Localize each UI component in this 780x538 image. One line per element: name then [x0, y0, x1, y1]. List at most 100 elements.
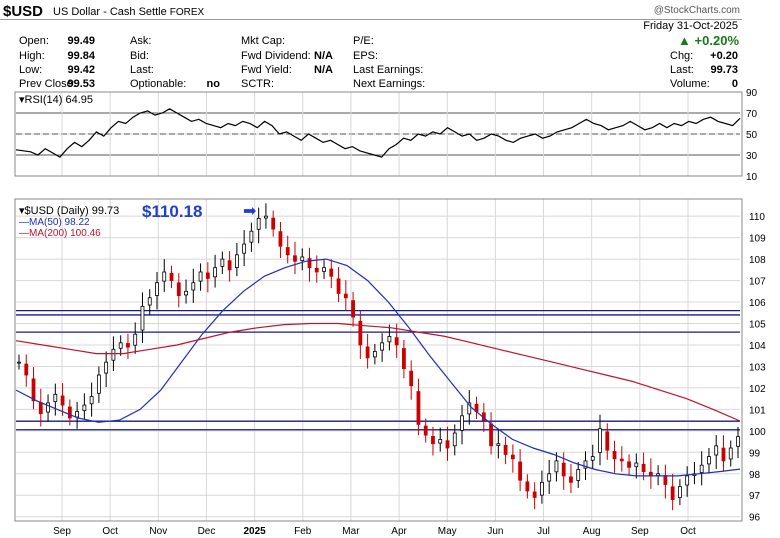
volume-value: 0 — [731, 78, 738, 90]
eps-label: EPS: — [353, 50, 379, 62]
ask-label: Ask: — [130, 35, 152, 47]
price-tick-label: 110 — [749, 212, 765, 223]
rsi-tick-label: 30 — [746, 151, 758, 162]
candle-body — [365, 346, 370, 359]
candle-body — [118, 342, 123, 349]
candle-body — [372, 351, 377, 358]
candle-body — [547, 473, 552, 482]
candle-body — [314, 267, 319, 273]
candle-body — [612, 451, 617, 460]
last2-value: 99.73 — [710, 64, 738, 76]
candle-body — [561, 462, 566, 477]
header-divider — [0, 19, 742, 20]
candle-body — [249, 230, 254, 243]
month-tick-label: Nov — [149, 526, 167, 537]
candle-body — [402, 348, 406, 369]
month-tick-label: 2025 — [243, 526, 266, 537]
price-tick-label: 104 — [749, 341, 766, 352]
exchange: FOREX — [169, 7, 205, 18]
candle-body — [133, 333, 138, 346]
ma50-legend: —MA(50) 98.22 — [19, 217, 90, 228]
month-tick-label: Feb — [294, 526, 312, 537]
instrument-name: US Dollar - Cash Settle FOREX — [53, 6, 204, 18]
bid-label: Bid: — [130, 50, 149, 62]
candle-body — [532, 491, 537, 498]
price-tick-label: 109 — [749, 234, 766, 245]
candle-body — [176, 282, 181, 296]
candle-body — [96, 374, 101, 394]
candle-body — [67, 406, 72, 419]
candle-body — [184, 290, 188, 296]
candle-body — [569, 476, 573, 483]
candle-body — [24, 363, 29, 376]
open-value: 99.49 — [67, 35, 95, 47]
fwd-dividend-value: N/A — [314, 50, 333, 62]
candle-body — [162, 271, 167, 282]
symbol: $USD — [3, 3, 44, 20]
mktcap-label: Mkt Cap: — [241, 35, 286, 47]
candle-body — [496, 443, 501, 446]
rsi-tick-label: 70 — [746, 109, 758, 120]
optionable-label: Optionable: — [130, 78, 187, 90]
ma50-line — [15, 258, 741, 477]
candle-body — [503, 444, 508, 455]
low-value: 99.42 — [67, 64, 95, 76]
optionable-value: no — [206, 78, 220, 90]
candle-body — [147, 297, 152, 306]
candle-body — [598, 428, 602, 453]
volume-label: Volume: — [670, 78, 710, 90]
candle-body — [619, 458, 624, 462]
fwd-yield-label: Fwd Yield: — [241, 64, 292, 76]
candle-body — [394, 337, 399, 346]
open-label: Open: — [19, 35, 49, 47]
candle-body — [670, 486, 675, 500]
candle-body — [256, 217, 261, 230]
candle-body — [198, 271, 203, 282]
price-tick-label: 98 — [749, 470, 761, 481]
month-tick-label: Apr — [391, 526, 407, 537]
candle-body — [205, 272, 210, 279]
candle-body — [431, 436, 435, 445]
prev-close-label: Prev Close: — [19, 78, 76, 90]
month-tick-label: Dec — [198, 526, 216, 537]
price-panel-frame — [14, 198, 743, 522]
candle-body — [220, 258, 225, 267]
pct-change-value: +0.20% — [694, 33, 739, 48]
price-tick-label: 108 — [749, 255, 766, 266]
candle-body — [641, 463, 646, 473]
candle-body — [300, 256, 305, 262]
ma200-legend: —MA(200) 100.46 — [19, 228, 101, 239]
price-tick-label: 99 — [749, 448, 761, 459]
candle-body — [104, 361, 109, 374]
candle-body — [336, 278, 341, 294]
prev-close-value: 99.53 — [67, 78, 95, 90]
quote-date: Friday 31-Oct-2025 — [643, 20, 738, 32]
price-tick-label: 101 — [749, 405, 766, 416]
candle-body — [525, 481, 530, 492]
high-value: 99.84 — [67, 50, 95, 62]
candle-body — [736, 436, 740, 447]
annotation-price: $110.18 — [142, 202, 203, 221]
price-legend: ▾$USD (Daily) 99.73 —MA(50) 98.22 —MA(20… — [19, 204, 119, 239]
rsi-title: RSI(14) 64.95 — [24, 94, 94, 106]
candle-body — [38, 402, 43, 415]
candle-body — [169, 272, 174, 281]
watermark: @StockCharts.com — [653, 5, 740, 16]
candle-body — [452, 432, 457, 447]
candle-body — [627, 461, 631, 468]
ma200-line — [15, 322, 741, 422]
candle-body — [510, 454, 515, 460]
rsi-legend-icon: ▾ — [19, 94, 25, 106]
candle-body — [53, 393, 58, 403]
month-tick-label: Mar — [342, 526, 360, 537]
price-tick-label: 107 — [749, 277, 766, 288]
price-tick-label: 106 — [749, 298, 766, 309]
candle-body — [17, 361, 21, 364]
candle-body — [140, 305, 145, 331]
fwd-yield-value: N/A — [314, 64, 333, 76]
candle-body — [358, 320, 363, 346]
candle-body — [685, 475, 690, 486]
fwd-dividend-label: Fwd Dividend: — [241, 50, 311, 62]
candle-body — [234, 254, 239, 268]
